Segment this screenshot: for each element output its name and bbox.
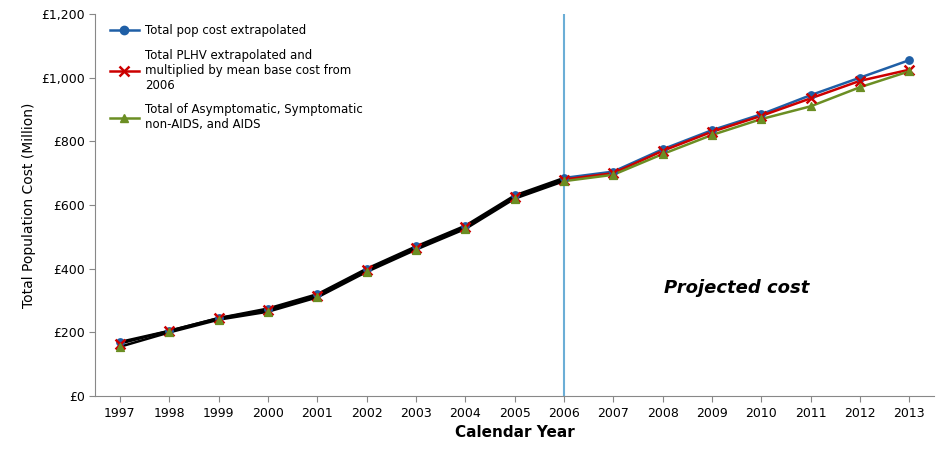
Point	[654, 151, 669, 158]
Point	[704, 126, 719, 134]
Point	[359, 265, 374, 273]
Point	[556, 176, 571, 183]
Point	[605, 171, 621, 178]
Point	[506, 192, 522, 199]
Point	[309, 294, 325, 301]
Point	[359, 267, 374, 274]
Y-axis label: Total Population Cost (Million): Total Population Cost (Million)	[22, 103, 35, 308]
Point	[162, 327, 177, 335]
X-axis label: Calendar Year: Calendar Year	[454, 425, 574, 440]
Point	[851, 83, 866, 91]
Point	[556, 178, 571, 185]
Point	[359, 268, 374, 276]
Point	[309, 292, 325, 300]
Point	[506, 195, 522, 202]
Point	[803, 103, 818, 110]
Point	[851, 74, 866, 82]
Point	[210, 315, 226, 322]
Point	[704, 128, 719, 136]
Point	[112, 343, 128, 350]
Point	[901, 66, 916, 74]
Point	[506, 193, 522, 201]
Point	[457, 225, 472, 233]
Point	[654, 147, 669, 155]
Point	[162, 329, 177, 336]
Point	[112, 340, 128, 347]
Text: Projected cost: Projected cost	[664, 279, 808, 297]
Point	[753, 110, 768, 118]
Point	[654, 145, 669, 153]
Point	[407, 244, 423, 252]
Point	[556, 174, 571, 182]
Point	[753, 112, 768, 120]
Point	[851, 77, 866, 85]
Point	[901, 68, 916, 75]
Point	[112, 338, 128, 346]
Point	[260, 308, 275, 315]
Point	[309, 290, 325, 298]
Point	[210, 316, 226, 323]
Point	[803, 91, 818, 99]
Point	[407, 243, 423, 250]
Point	[605, 170, 621, 177]
Point	[457, 222, 472, 229]
Point	[753, 115, 768, 123]
Point	[704, 131, 719, 139]
Point	[260, 305, 275, 312]
Point	[457, 224, 472, 231]
Point	[803, 95, 818, 102]
Point	[407, 246, 423, 254]
Point	[605, 168, 621, 175]
Point	[162, 327, 177, 335]
Point	[901, 56, 916, 64]
Point	[210, 315, 226, 322]
Legend: Total pop cost extrapolated, Total PLHV extrapolated and
multiplied by mean base: Total pop cost extrapolated, Total PLHV …	[109, 24, 363, 131]
Point	[260, 307, 275, 314]
